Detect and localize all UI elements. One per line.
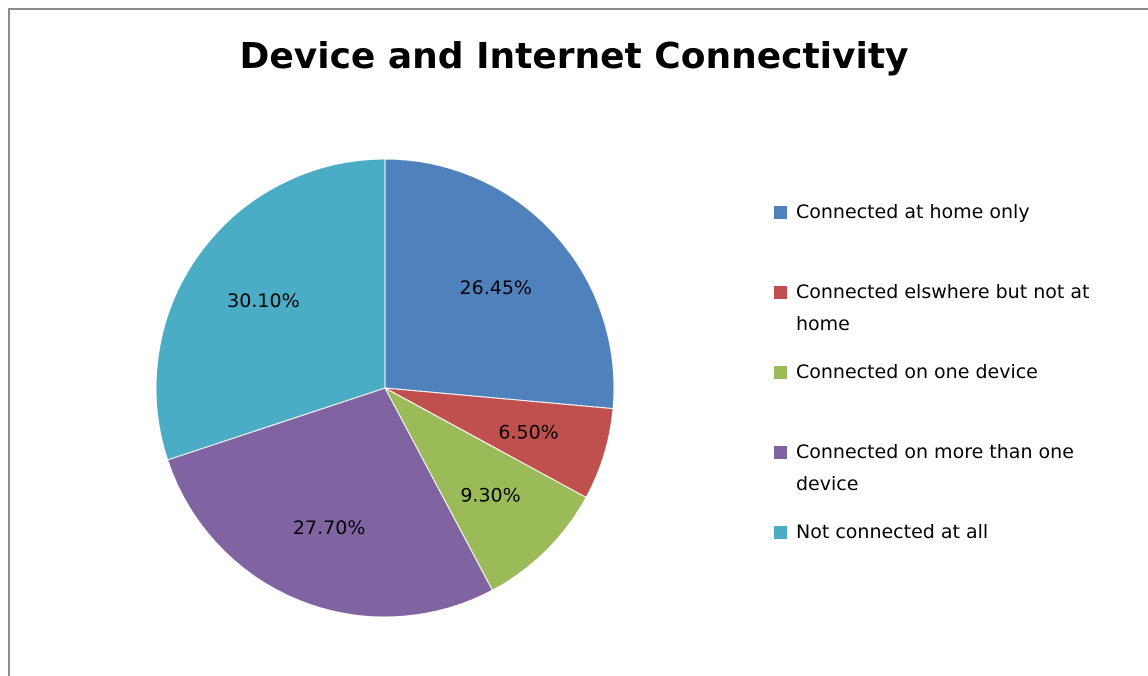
legend-swatch — [774, 526, 787, 539]
data-label: 27.70% — [293, 517, 365, 539]
data-label: 26.45% — [460, 277, 532, 299]
legend-item-home-only: Connected at home only — [774, 196, 1134, 228]
legend-item-one-device: Connected on one device — [774, 356, 1134, 388]
legend-label: Not connected at all — [796, 521, 989, 543]
legend-item-elsewhere: Connected elswhere but not at home — [774, 276, 1134, 340]
legend-label: Connected on one device — [796, 361, 1038, 383]
data-label: 30.10% — [227, 290, 299, 312]
pie-slice — [384, 158, 615, 410]
legend-swatch — [774, 366, 787, 379]
legend-swatch — [774, 206, 787, 219]
legend-label: Connected at home only — [796, 201, 1030, 223]
legend-label: Connected elswhere but not at home — [796, 281, 1090, 335]
pie-slice — [383, 386, 587, 591]
legend-item-not-connected: Not connected at all — [774, 516, 1134, 548]
legend-swatch — [774, 286, 787, 299]
legend-label: Connected on more than one device — [796, 441, 1074, 495]
pie-slice — [166, 387, 494, 618]
data-label: 6.50% — [498, 422, 558, 444]
legend-swatch — [774, 446, 787, 459]
pie-slice — [155, 158, 386, 461]
chart-title: Device and Internet Connectivity — [239, 36, 909, 77]
data-label: 9.30% — [460, 485, 520, 507]
legend-item-multiple-devices: Connected on more than one device — [774, 436, 1134, 500]
